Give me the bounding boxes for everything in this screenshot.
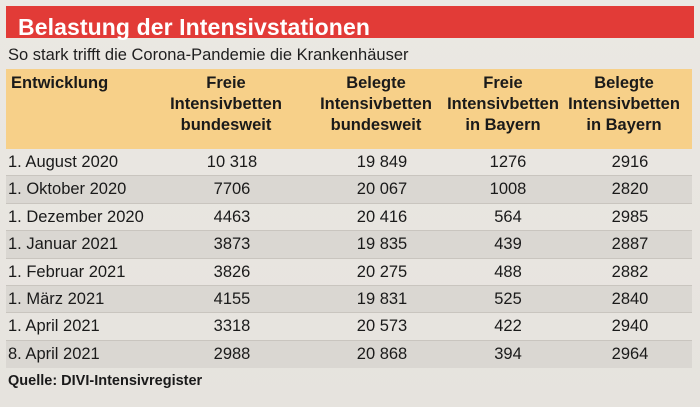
column-header-line: Intensivbetten <box>320 95 432 113</box>
table-row: 1. Februar 2021 3826 20 275 488 2882 <box>6 259 692 286</box>
subtitle: So stark trifft die Corona-Pandemie die … <box>8 46 409 64</box>
table-header-band <box>6 69 692 149</box>
free-beds-germany-cell: 10 318 <box>206 153 258 171</box>
column-header-line: in Bayern <box>586 116 662 134</box>
date-cell: 1. April 2021 <box>8 317 100 336</box>
column-header-line: Intensivbetten <box>170 95 282 113</box>
title-bar: Belastung der Intensivstationen <box>6 6 694 40</box>
column-header-belegte-bayern: Belegte Intensivbetten in Bayern <box>559 73 689 136</box>
column-header-line: Freie <box>206 74 246 92</box>
column-header-line: in Bayern <box>465 116 541 134</box>
column-header-line: Belegte <box>346 74 406 92</box>
table-row: 1. Dezember 2020 4463 20 416 564 2985 <box>6 204 692 232</box>
occupied-beds-bavaria-cell: 2985 <box>611 207 649 226</box>
free-beds-germany-cell: 4463 <box>213 207 251 226</box>
free-beds-germany-cell: 7706 <box>213 180 251 199</box>
occupied-beds-bavaria-cell: 2964 <box>611 344 649 363</box>
column-header-line: Belegte <box>594 74 654 92</box>
free-beds-bavaria-cell: 1276 <box>489 153 527 171</box>
occupied-beds-germany-cell: 19 831 <box>356 289 408 308</box>
date-cell: 1. März 2021 <box>8 289 105 308</box>
table-row: 1. April 2021 3318 20 573 422 2940 <box>6 313 692 341</box>
column-header-line: Intensivbetten <box>447 95 559 113</box>
occupied-beds-germany-cell: 19 849 <box>356 153 408 171</box>
column-header-line: bundesweit <box>180 116 272 134</box>
occupied-beds-germany-cell: 20 275 <box>356 262 408 281</box>
table-body: 1. August 2020 10 318 19 849 1276 2916 1… <box>6 149 692 369</box>
occupied-beds-bavaria-cell: 2840 <box>611 289 649 308</box>
date-cell: 1. Februar 2021 <box>8 262 126 281</box>
table-row: 1. Oktober 2020 7706 20 067 1008 2820 <box>6 176 692 204</box>
column-header-belegte-bundesweit: Belegte Intensivbetten bundesweit <box>311 73 441 136</box>
free-beds-germany-cell: 3873 <box>213 235 251 254</box>
occupied-beds-germany-cell: 20 868 <box>356 344 408 363</box>
occupied-beds-bavaria-cell: 2887 <box>611 235 649 254</box>
date-cell: 1. Dezember 2020 <box>8 207 144 226</box>
occupied-beds-bavaria-cell: 2916 <box>611 153 649 171</box>
page-title: Belastung der Intensivstationen <box>18 14 370 40</box>
date-cell: 1. Januar 2021 <box>8 235 119 254</box>
free-beds-germany-cell: 3318 <box>213 317 251 336</box>
column-header-line: bundesweit <box>330 116 422 134</box>
date-cell: 1. August 2020 <box>8 153 119 171</box>
table-row: 1. März 2021 4155 19 831 525 2840 <box>6 285 692 314</box>
date-cell: 1. Oktober 2020 <box>8 180 127 199</box>
column-header-line: Intensivbetten <box>568 95 680 113</box>
column-header-line: Freie <box>483 74 523 92</box>
column-header-line: Entwicklung <box>11 74 109 92</box>
occupied-beds-bavaria-cell: 2820 <box>611 180 649 199</box>
free-beds-bavaria-cell: 488 <box>494 262 522 281</box>
occupied-beds-bavaria-cell: 2882 <box>611 262 649 281</box>
column-header-freie-bayern: Freie Intensivbetten in Bayern <box>438 73 568 136</box>
column-header-entwicklung: Entwicklung <box>11 73 108 94</box>
occupied-beds-germany-cell: 20 573 <box>356 317 408 336</box>
free-beds-bavaria-cell: 1008 <box>489 180 527 199</box>
free-beds-germany-cell: 4155 <box>213 289 251 308</box>
free-beds-bavaria-cell: 422 <box>494 317 522 336</box>
table-row: 1. Januar 2021 3873 19 835 439 2887 <box>6 231 692 259</box>
column-header-freie-bundesweit: Freie Intensivbetten bundesweit <box>166 73 286 136</box>
occupied-beds-germany-cell: 20 067 <box>356 180 408 199</box>
free-beds-bavaria-cell: 394 <box>494 344 522 363</box>
free-beds-bavaria-cell: 525 <box>494 289 522 308</box>
free-beds-bavaria-cell: 439 <box>494 235 522 254</box>
occupied-beds-germany-cell: 20 416 <box>356 207 408 226</box>
table-row: 1. August 2020 10 318 19 849 1276 2916 <box>6 149 692 177</box>
occupied-beds-bavaria-cell: 2940 <box>611 317 649 336</box>
free-beds-germany-cell: 2988 <box>213 344 251 363</box>
free-beds-germany-cell: 3826 <box>213 262 251 281</box>
free-beds-bavaria-cell: 564 <box>494 207 522 226</box>
occupied-beds-germany-cell: 19 835 <box>356 235 408 254</box>
table-row: 8. April 2021 2988 20 868 394 2964 <box>6 340 692 369</box>
date-cell: 8. April 2021 <box>8 344 100 363</box>
source-note: Quelle: DIVI-Intensivregister <box>8 373 203 389</box>
